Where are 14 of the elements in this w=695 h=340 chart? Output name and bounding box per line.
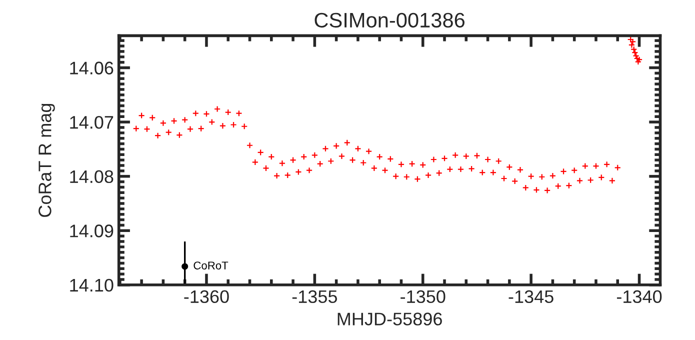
- y-tick-label: 14.08: [70, 170, 114, 184]
- series-label: CoRoT: [194, 262, 228, 270]
- y-axis-title: CoRaT R mag: [38, 104, 55, 217]
- x-tick-label: -1340: [616, 290, 662, 304]
- x-tick-label: -1345: [508, 290, 554, 304]
- y-tick-label: 14.07: [70, 116, 114, 129]
- x-tick-label: -1360: [184, 290, 229, 304]
- y-tick-label: 14.10: [70, 278, 114, 292]
- y-tick-label: 14.09: [70, 224, 114, 238]
- chart-title: CSIMon-001386: [314, 12, 464, 28]
- x-tick-label: -1355: [292, 290, 338, 304]
- x-tick-label: -1350: [400, 290, 446, 304]
- y-tick-label: 14.06: [70, 62, 114, 74]
- x-axis-title: MHJD-55896: [338, 312, 442, 326]
